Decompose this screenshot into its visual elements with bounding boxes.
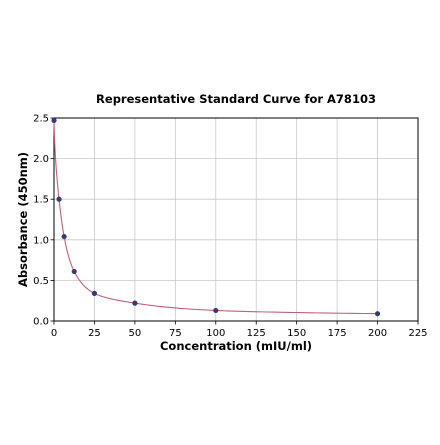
- y-tick-label: 2.5: [33, 114, 49, 125]
- y-tick-label: 1.5: [33, 195, 49, 206]
- x-tick-label: 50: [129, 328, 142, 339]
- x-axis-label: Concentration (mIU/ml): [160, 339, 312, 353]
- x-tick-label: 225: [408, 328, 427, 339]
- data-point: [61, 233, 67, 240]
- y-tick-label: 0.0: [33, 317, 49, 328]
- fit-curve: [53, 120, 378, 315]
- y-axis-ticks: 0.0 0.5 1.0 1.5 2.0 2.5: [33, 114, 54, 328]
- data-points: [51, 117, 381, 317]
- x-tick-label: 75: [169, 328, 182, 339]
- y-axis-label: Absorbance (450nm): [16, 152, 30, 287]
- grid: [54, 118, 418, 321]
- x-tick-label: 100: [206, 328, 225, 339]
- data-point: [71, 268, 77, 275]
- x-axis-ticks: 0 25 50 75 100 125 150 175 200 225: [51, 321, 428, 339]
- x-tick-label: 25: [88, 328, 101, 339]
- data-point: [56, 196, 62, 202]
- data-point: [132, 300, 138, 306]
- y-tick-label: 2.0: [33, 154, 49, 165]
- y-tick-label: 0.5: [33, 276, 49, 287]
- y-tick-label: 1.0: [33, 235, 49, 246]
- x-tick-label: 125: [247, 328, 266, 339]
- x-tick-label: 150: [287, 328, 306, 339]
- plot-frame: [53, 117, 419, 322]
- data-point: [51, 117, 57, 124]
- x-tick-label: 175: [328, 328, 347, 339]
- fit-curve-layer: [53, 120, 378, 315]
- data-point: [374, 311, 381, 317]
- x-tick-label: 200: [368, 328, 387, 339]
- chart-title: Representative Standard Curve for A78103: [96, 92, 376, 106]
- data-point: [213, 307, 219, 314]
- data-point: [91, 290, 98, 296]
- x-tick-label: 0: [51, 328, 57, 339]
